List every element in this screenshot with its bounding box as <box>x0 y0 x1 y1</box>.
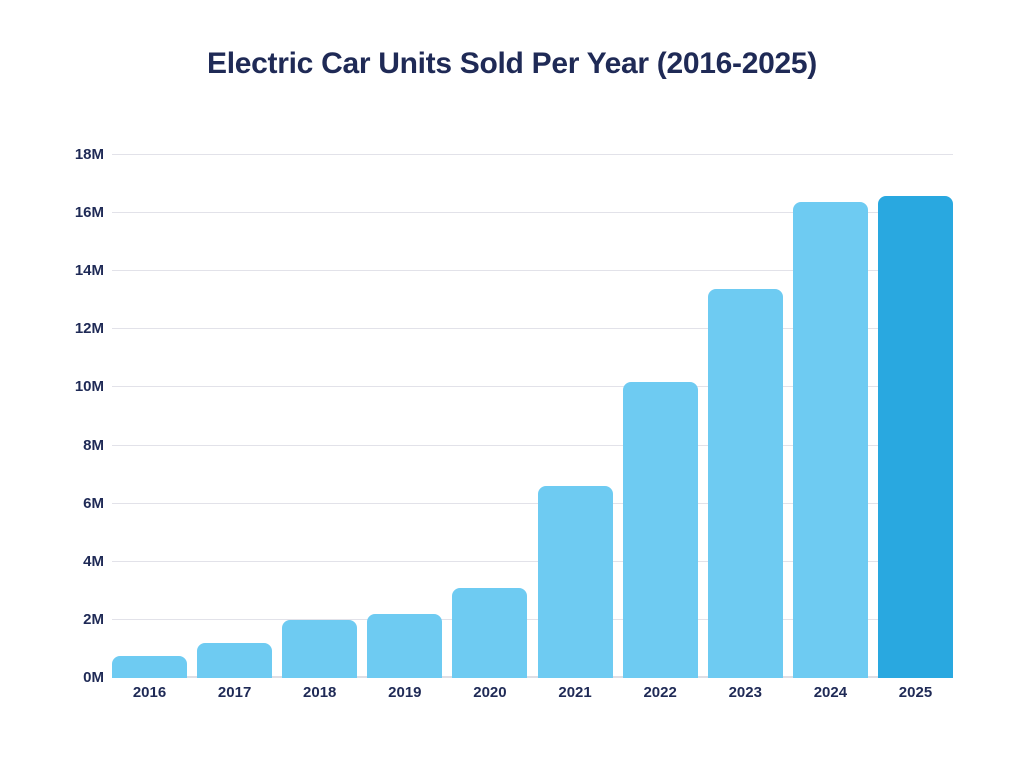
gridline-8M <box>112 444 953 446</box>
chart-title: Electric Car Units Sold Per Year (2016-2… <box>207 47 817 80</box>
gridline-4M <box>112 560 953 562</box>
y-tick-label: 8M <box>83 436 104 454</box>
x-tick-label-2019: 2019 <box>388 684 422 701</box>
plot-area <box>112 154 953 678</box>
x-tick-label-2025: 2025 <box>898 684 933 701</box>
bar-2021 <box>537 486 613 678</box>
x-tick-label-2016: 2016 <box>132 684 167 701</box>
gridline-6M <box>112 502 953 504</box>
x-tick-label-2022: 2022 <box>643 684 677 701</box>
x-tick-label-2018: 2018 <box>303 684 337 701</box>
bar-2017 <box>197 643 273 678</box>
x-axis: 2016 2017 2018 2019 2020 2021 2022 2023 2024 2025 <box>112 684 953 701</box>
bar-2019 <box>367 614 443 678</box>
y-tick-label: 10M <box>74 378 104 396</box>
x-tick-label-2023: 2023 <box>728 684 762 701</box>
y-tick-label: 14M <box>74 262 104 280</box>
y-tick-label: 0M <box>83 669 104 686</box>
gridline-14M <box>112 270 953 272</box>
x-tick-label-2024: 2024 <box>813 684 848 701</box>
y-tick-label: 4M <box>83 552 104 570</box>
x-axis-line <box>112 676 953 678</box>
bar-2016 <box>112 656 187 678</box>
y-tick-label: 18M <box>74 146 104 163</box>
bar-2024 <box>792 201 868 678</box>
y-tick-label: 16M <box>74 204 104 222</box>
bar-2023 <box>707 288 783 678</box>
y-tick-label: 6M <box>83 494 104 512</box>
gridline-16M <box>112 212 953 214</box>
y-tick-label: 2M <box>83 610 104 628</box>
bar-2025 <box>877 195 953 678</box>
y-axis: 0M 2M 4M 6M 8M 10M 12M 14M 16M 18M <box>0 146 104 686</box>
bar-2020 <box>452 587 528 678</box>
bar-2018 <box>282 619 358 678</box>
gridline-2M <box>112 618 953 620</box>
gridline-12M <box>112 328 953 330</box>
bars <box>112 155 953 678</box>
bar-2022 <box>622 381 698 678</box>
x-tick-label-2020: 2020 <box>473 684 507 701</box>
gridline-18M <box>112 154 953 155</box>
y-tick-label: 12M <box>74 320 104 338</box>
x-tick-label-2017: 2017 <box>217 684 252 701</box>
gridline-10M <box>112 386 953 388</box>
x-tick-label-2021: 2021 <box>558 684 592 701</box>
